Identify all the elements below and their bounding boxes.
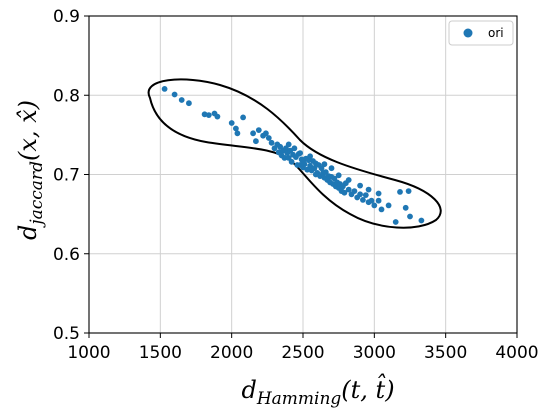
data-point	[368, 197, 375, 204]
x-label-subscript: Hamming	[256, 389, 342, 409]
data-point	[285, 141, 292, 148]
data-point	[407, 213, 413, 220]
data-point	[322, 169, 329, 176]
data-point	[297, 150, 303, 157]
x-tick-label: 4000	[495, 343, 538, 363]
x-tick-label: 3000	[353, 343, 396, 363]
x-label-args: (t, t̂)	[341, 373, 394, 404]
y-label-args: (x, x̂)	[14, 100, 42, 161]
legend-marker	[463, 28, 473, 38]
data-point	[402, 204, 409, 211]
data-point	[250, 130, 256, 137]
data-point	[341, 189, 348, 196]
x-tick-label: 1500	[139, 343, 182, 363]
data-point	[335, 172, 342, 179]
enclosing-outline	[147, 78, 442, 229]
data-point	[321, 161, 328, 168]
y-tick-label: 0.7	[53, 166, 80, 186]
data-point	[345, 186, 352, 193]
data-point	[328, 165, 335, 172]
y-tick-label: 0.6	[53, 245, 80, 265]
data-point	[378, 206, 385, 213]
data-point	[178, 97, 185, 103]
data-point	[307, 162, 313, 169]
data-point	[288, 158, 295, 165]
data-point	[375, 190, 382, 197]
y-tick-label: 0.8	[53, 86, 80, 106]
data-point	[385, 202, 392, 209]
x-tick-label: 2500	[281, 343, 324, 363]
x-tick-label: 2000	[210, 343, 253, 363]
x-tick-label: 1000	[67, 343, 110, 363]
data-point	[360, 197, 366, 203]
data-point	[255, 127, 262, 133]
data-point	[362, 192, 369, 199]
data-point	[233, 125, 239, 132]
x-label-base: d	[241, 376, 256, 404]
y-axis-label: djaccard(x, x̂)	[14, 100, 47, 240]
y-axis-ticks: 0.5 0.6 0.7 0.8 0.9	[53, 7, 89, 344]
data-point	[307, 153, 313, 160]
data-point	[186, 100, 192, 107]
data-point	[318, 165, 325, 172]
x-axis-ticks: 1000 1500 2000 2500 3000 3500 4000	[67, 333, 539, 363]
data-point	[265, 135, 272, 141]
legend-label: ori	[488, 26, 504, 40]
data-point	[205, 112, 212, 118]
data-point	[281, 155, 288, 161]
data-point	[240, 114, 247, 121]
y-tick-label: 0.5	[53, 324, 80, 344]
data-points	[161, 86, 425, 225]
data-point	[365, 186, 372, 193]
y-label-base: d	[14, 225, 42, 240]
data-point	[171, 91, 178, 98]
data-point	[405, 188, 412, 195]
data-point	[234, 130, 241, 137]
data-point	[214, 113, 221, 120]
data-point	[392, 219, 399, 225]
data-point	[357, 182, 363, 189]
data-point	[375, 197, 382, 204]
legend-box	[448, 20, 514, 46]
data-point	[357, 191, 363, 198]
data-point	[300, 158, 306, 165]
data-point	[371, 202, 378, 209]
x-axis-label: dHamming(t, t̂)	[241, 373, 394, 409]
data-point	[263, 130, 269, 137]
y-tick-label: 0.9	[53, 7, 80, 27]
data-point	[253, 138, 259, 145]
data-point	[312, 171, 319, 178]
data-point	[345, 177, 352, 183]
x-tick-label: 3500	[424, 343, 467, 363]
data-point	[418, 217, 425, 224]
data-point	[351, 188, 358, 195]
legend: ori	[448, 20, 514, 46]
data-point	[268, 139, 275, 146]
data-point	[161, 86, 168, 92]
data-point	[291, 145, 298, 152]
y-label-subscript: jaccard	[27, 161, 47, 229]
data-point	[397, 189, 403, 195]
data-point	[311, 165, 318, 172]
data-point	[228, 120, 235, 126]
